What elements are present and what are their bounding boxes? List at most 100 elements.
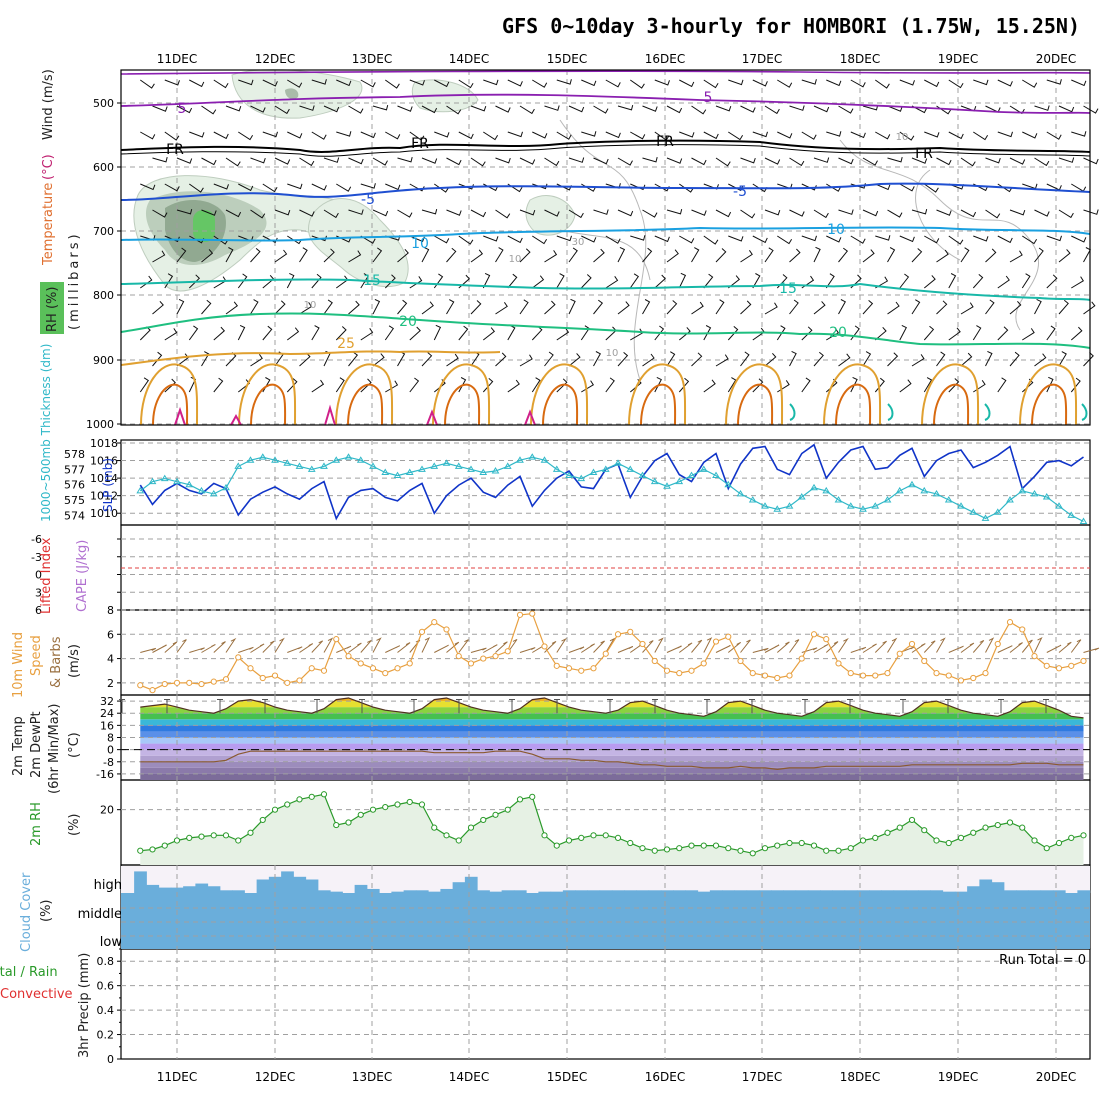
wind-barb	[213, 377, 224, 393]
run-total-label: Run Total = 0	[999, 953, 1086, 968]
wind-barb	[1058, 249, 1071, 263]
wind-barb	[777, 380, 790, 393]
wind-barb	[568, 247, 578, 263]
rh2m-point	[774, 842, 781, 849]
wind-barb	[470, 351, 480, 367]
thickness-point	[944, 496, 953, 503]
temp2m-label-2: 2m DewPt	[29, 711, 44, 778]
tick-label: 700	[93, 225, 114, 238]
wind-barb	[470, 105, 487, 112]
cloud-high-bar	[232, 890, 245, 893]
temperature-band	[140, 725, 1084, 732]
temperature-band	[140, 749, 1084, 756]
wind-barb	[556, 378, 568, 393]
wind10-barb	[397, 642, 411, 653]
wind-barb	[691, 157, 707, 166]
wind-barb	[838, 209, 854, 215]
contour-label: 30	[572, 237, 585, 248]
cloud-high-bar	[330, 891, 343, 893]
rh2m-point	[957, 834, 965, 842]
temperature-band	[121, 683, 1090, 689]
wind10-barb	[507, 638, 518, 653]
contour-label: 25	[337, 336, 355, 352]
cloud-high-bar	[305, 879, 319, 893]
tick-label: 2	[107, 677, 114, 690]
rh2m-point	[296, 796, 303, 803]
minmax-bar	[359, 699, 365, 714]
wind-barb	[1046, 376, 1054, 393]
wind-barb	[495, 302, 508, 315]
cloud-high-bar	[317, 890, 331, 893]
wind-barb	[189, 79, 205, 88]
wind-barb	[679, 131, 695, 138]
minmax-bar	[509, 699, 515, 714]
temperature-band	[140, 731, 1084, 738]
wind-barb	[372, 157, 388, 166]
wind-barb	[715, 354, 729, 367]
wind-barb	[581, 235, 597, 243]
wind-barb	[201, 209, 217, 216]
wind-barb	[1021, 273, 1031, 289]
wind-barb	[1058, 105, 1075, 113]
contour-fr2	[120, 144, 1091, 157]
wind-barb	[1009, 300, 1022, 315]
minmax-bar	[607, 699, 613, 714]
rh2m-point	[847, 845, 854, 852]
date-label-top: 15DEC	[547, 52, 587, 66]
wind-barb	[581, 131, 597, 137]
temperature-band	[140, 743, 1084, 750]
wind-barb	[568, 105, 585, 113]
wind-barb	[556, 131, 572, 140]
wind-barb	[887, 247, 896, 263]
wind-barb	[336, 131, 352, 137]
wind-barb	[948, 327, 961, 341]
wind10-barb	[617, 646, 634, 653]
cloud-high-bar	[587, 890, 601, 893]
wind-barb	[237, 379, 251, 393]
wind-barb	[678, 377, 690, 393]
wind10-barb	[434, 644, 449, 653]
wind10-barb	[715, 645, 731, 653]
wind-barb	[458, 325, 469, 341]
cloud-high-bar	[660, 890, 674, 893]
cloud-level-label: low	[100, 935, 123, 950]
wind-barb	[1058, 209, 1074, 219]
tick-label: 0.2	[97, 1029, 115, 1042]
cloud-high-bar	[354, 884, 368, 893]
wind10-barb	[703, 637, 713, 653]
wind-barb	[1083, 105, 1099, 114]
wind-barb	[507, 131, 523, 138]
cloud-high-bar	[538, 891, 552, 893]
wind-barb	[899, 235, 915, 243]
thickness-point	[895, 486, 904, 494]
wind-barb	[629, 273, 640, 289]
rh2m-point	[651, 847, 658, 854]
wind-barb	[740, 157, 756, 164]
temperature-band	[140, 767, 1084, 774]
precip-label-3: 3hr Precip (mm)	[77, 953, 92, 1058]
wind-barb	[654, 235, 670, 243]
wind10-barb	[299, 643, 314, 653]
wind10-barb	[850, 646, 867, 653]
cloud-high-bar	[930, 890, 944, 893]
wind10-barb	[225, 637, 237, 653]
temperature-loop-30	[1031, 383, 1068, 426]
wind-barb	[311, 183, 327, 191]
wind-barb	[372, 209, 389, 217]
wind-barb	[973, 131, 989, 141]
temperature-band	[140, 761, 1084, 768]
wind-barb	[936, 300, 948, 315]
wind-barb	[666, 157, 683, 164]
wind-barb	[458, 377, 467, 393]
wind-barb	[862, 209, 879, 217]
contour-label: 5	[704, 90, 713, 106]
wind-barb	[250, 105, 266, 113]
wind-barb	[813, 105, 830, 113]
cloud-high-bar	[697, 891, 711, 893]
wind-barb	[568, 353, 581, 367]
thickness-point	[552, 465, 561, 472]
upper-label-millibars: (millibars)	[67, 231, 82, 330]
stability-panel	[121, 525, 1090, 611]
rh2m-label-1: 2m RH	[29, 802, 44, 846]
wind-barb	[1034, 298, 1042, 315]
